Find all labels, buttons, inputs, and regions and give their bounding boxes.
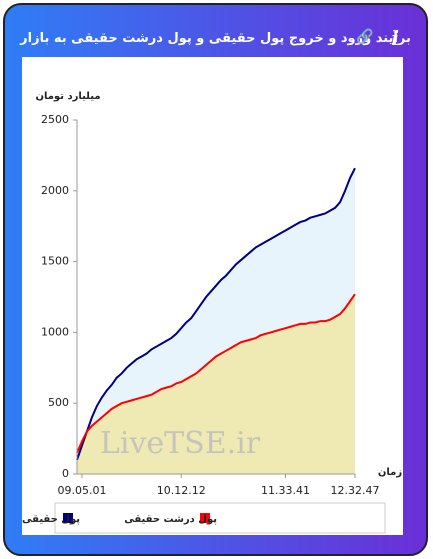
area-fill [77,294,355,474]
x-tick-label: 12.32.47 [331,484,380,497]
legend-box [54,502,386,534]
series-line [76,167,356,461]
y-tick-label: 0 [62,467,69,480]
watermark: LiveTSE.ir [100,426,261,461]
y-tick-label: 1500 [41,255,69,268]
x-axis-label: زمان [378,467,402,478]
y-tick-label: 1000 [41,325,69,338]
x-tick-label: 10.12.12 [157,484,206,497]
x-tick-label: 11.33.41 [261,484,310,497]
legend-swatch [200,513,210,523]
y-tick-label: 2000 [41,184,69,197]
chart-title: برآیند ورود و خروج پول حقیقی و پول درشت … [20,31,411,46]
y-axis-label: میلیارد تومان [35,91,100,102]
y-tick-label: 2500 [41,113,69,126]
legend-swatch [63,513,73,523]
x-tick-label: 09.05.01 [57,484,106,497]
legend-label: پول درشت حقیقی [124,514,217,525]
info-icon[interactable]: i [391,26,399,50]
legend-label: پول حقیقی [22,514,80,525]
link-icon[interactable]: 🔗 [356,29,374,45]
y-tick-label: 500 [48,396,69,409]
series-line [76,293,356,454]
